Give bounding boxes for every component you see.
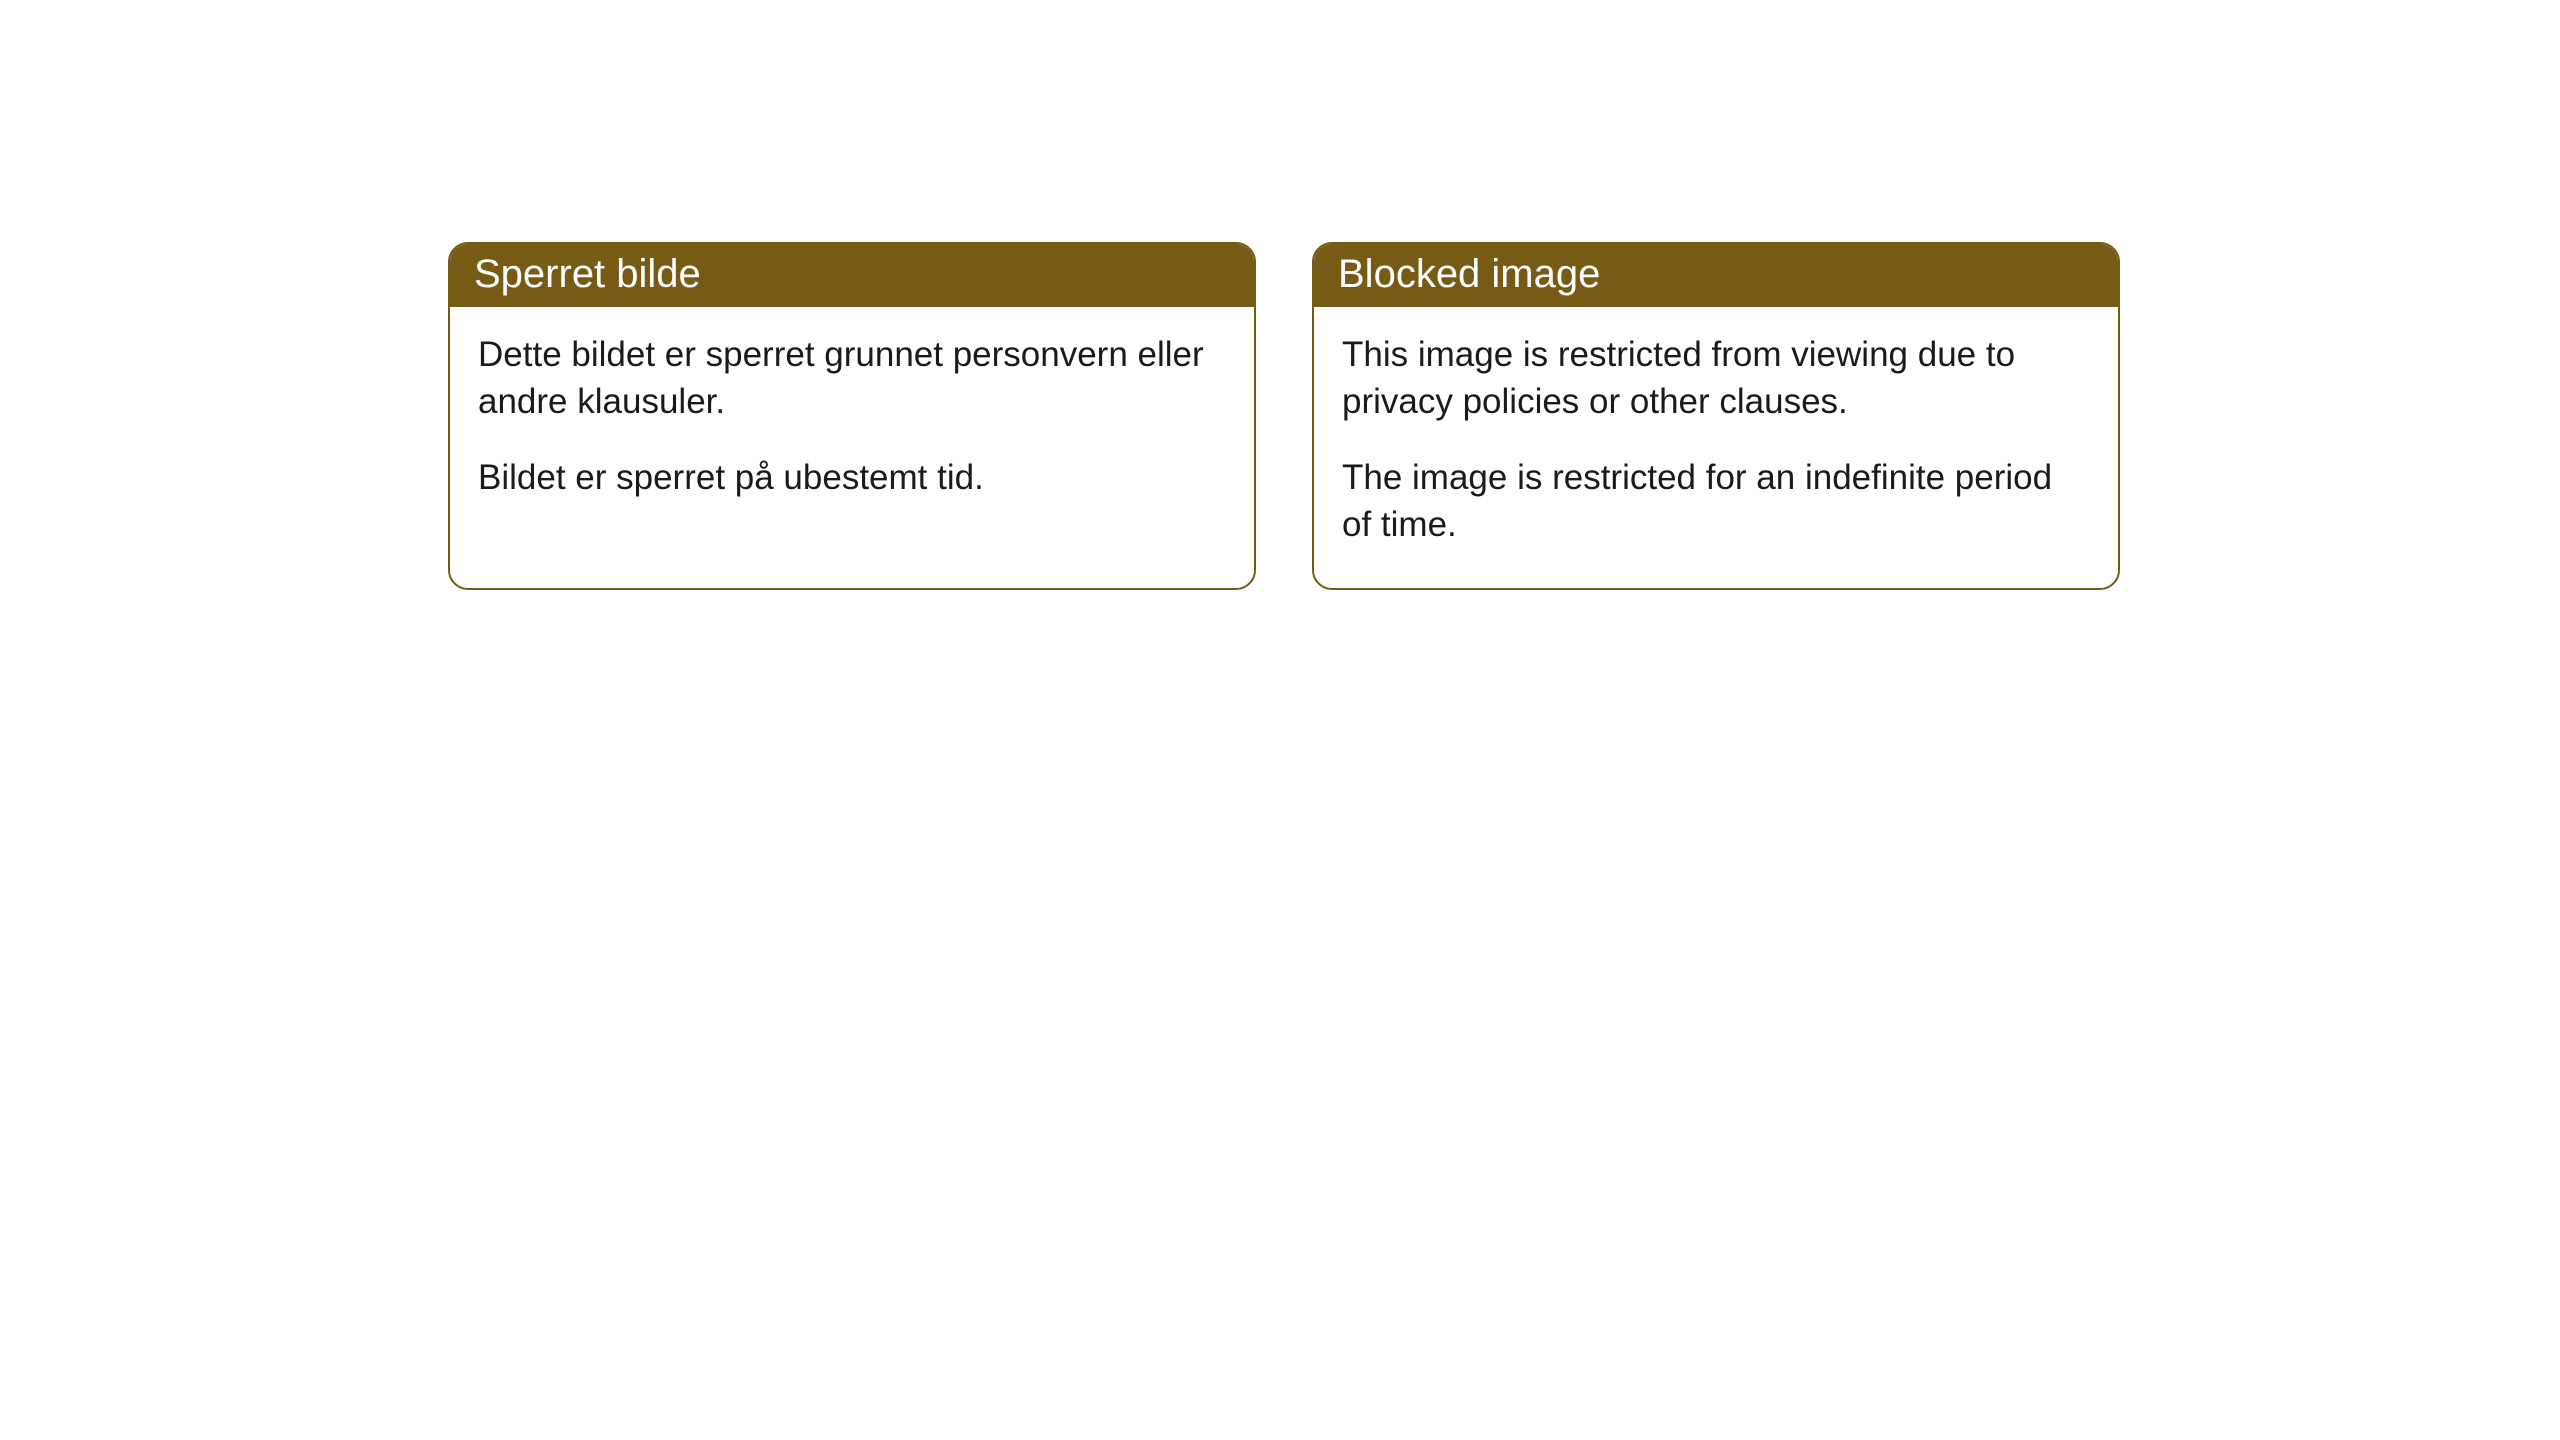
card-text-line1: Dette bildet er sperret grunnet personve…	[478, 331, 1226, 426]
card-container: Sperret bilde Dette bildet er sperret gr…	[0, 0, 2560, 590]
card-norwegian: Sperret bilde Dette bildet er sperret gr…	[448, 242, 1256, 590]
card-text-line2: The image is restricted for an indefinit…	[1342, 454, 2090, 549]
card-header-norwegian: Sperret bilde	[450, 244, 1254, 307]
card-header-english: Blocked image	[1314, 244, 2118, 307]
card-text-line1: This image is restricted from viewing du…	[1342, 331, 2090, 426]
card-english: Blocked image This image is restricted f…	[1312, 242, 2120, 590]
card-text-line2: Bildet er sperret på ubestemt tid.	[478, 454, 1226, 501]
card-body-norwegian: Dette bildet er sperret grunnet personve…	[450, 307, 1254, 541]
card-body-english: This image is restricted from viewing du…	[1314, 307, 2118, 588]
